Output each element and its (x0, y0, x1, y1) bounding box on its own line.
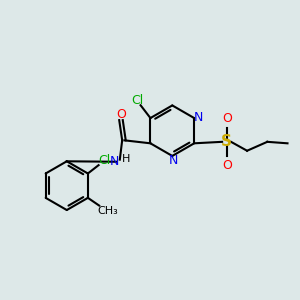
Text: CH₃: CH₃ (98, 206, 118, 216)
Text: O: O (222, 112, 232, 125)
Text: N: N (110, 155, 119, 168)
Text: O: O (222, 158, 232, 172)
Text: N: N (194, 111, 203, 124)
Text: S: S (221, 134, 233, 149)
Text: N: N (169, 154, 178, 166)
Text: Cl: Cl (99, 154, 111, 167)
Text: O: O (116, 108, 126, 121)
Text: Cl: Cl (131, 94, 143, 107)
Text: H: H (122, 154, 130, 164)
